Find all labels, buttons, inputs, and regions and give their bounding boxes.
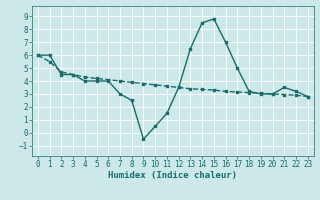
X-axis label: Humidex (Indice chaleur): Humidex (Indice chaleur) — [108, 171, 237, 180]
